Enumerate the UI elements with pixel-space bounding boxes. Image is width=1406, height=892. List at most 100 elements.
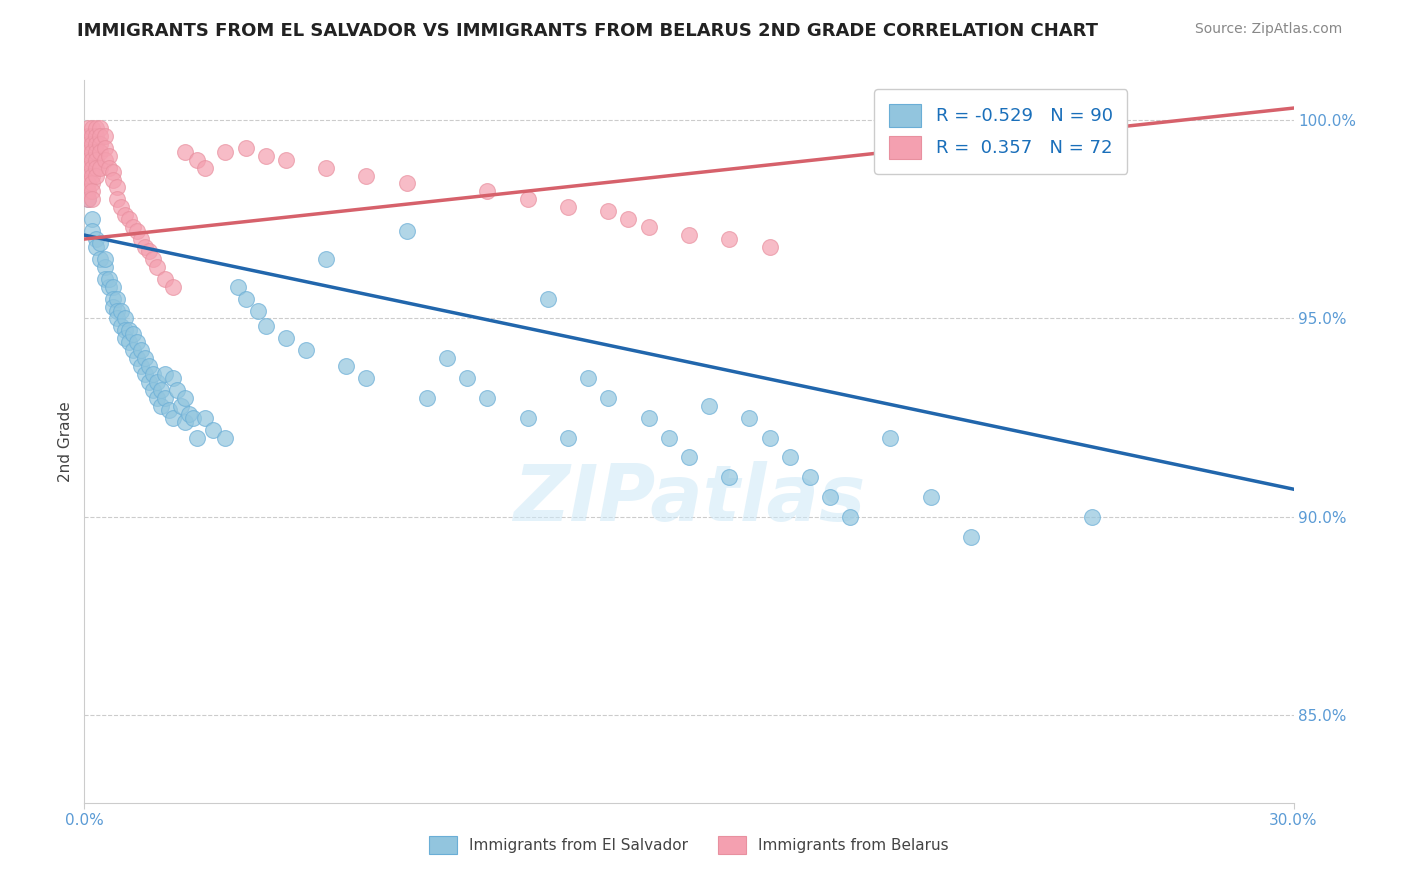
Point [617,212,640,227]
Point [82,185,104,199]
Point [77,153,100,167]
Point [356,371,378,385]
Point [960,530,983,544]
Point [598,391,620,405]
Point [110,303,132,318]
Point [395,177,418,191]
Point [129,232,152,246]
Point [153,391,176,405]
Point [557,431,579,445]
Point [146,391,169,405]
Point [162,279,184,293]
Point [93,141,115,155]
Point [89,235,111,250]
Point [101,292,124,306]
Point [105,292,128,306]
Point [235,141,257,155]
Y-axis label: 2nd Grade: 2nd Grade [58,401,73,482]
Point [295,343,318,358]
Point [395,224,418,238]
Point [174,145,197,159]
Point [118,335,141,350]
Point [678,450,700,465]
Point [718,232,741,246]
Point [818,490,841,504]
Point [202,423,225,437]
Point [149,383,172,397]
Point [82,128,104,143]
Point [121,343,143,358]
Point [436,351,458,366]
Point [174,415,197,429]
Point [516,410,538,425]
Point [110,319,132,334]
Point [125,224,148,238]
Point [105,303,128,318]
Point [77,185,100,199]
Point [416,391,439,405]
Point [86,232,108,246]
Point [226,279,249,293]
Point [97,161,120,175]
Point [129,343,152,358]
Point [758,240,780,254]
Point [134,367,156,381]
Text: IMMIGRANTS FROM EL SALVADOR VS IMMIGRANTS FROM BELARUS 2ND GRADE CORRELATION CHA: IMMIGRANTS FROM EL SALVADOR VS IMMIGRANT… [77,22,1098,40]
Point [678,228,700,243]
Point [101,172,124,186]
Point [138,359,160,373]
Point [89,136,111,151]
Point [142,383,165,397]
Point [86,136,108,151]
Point [194,161,217,175]
Point [82,120,104,135]
Point [138,375,160,389]
Point [658,431,681,445]
Point [97,279,120,293]
Point [89,128,111,143]
Point [718,470,741,484]
Point [86,145,108,159]
Point [637,220,659,235]
Point [356,169,378,183]
Point [97,149,120,163]
Point [758,431,780,445]
Point [125,351,148,366]
Point [186,431,208,445]
Point [1081,510,1104,524]
Point [82,193,104,207]
Point [77,136,100,151]
Point [149,399,172,413]
Point [186,153,208,167]
Point [97,272,120,286]
Point [214,431,236,445]
Point [557,200,579,214]
Point [105,311,128,326]
Point [274,331,297,345]
Point [77,120,100,135]
Point [315,252,337,266]
Point [77,177,100,191]
Point [254,319,277,334]
Point [181,410,204,425]
Point [456,371,478,385]
Point [77,161,100,175]
Point [86,169,108,183]
Point [89,252,111,266]
Point [142,367,165,381]
Point [779,450,801,465]
Point [194,410,217,425]
Point [598,204,620,219]
Point [537,292,560,306]
Point [101,279,124,293]
Text: Source: ZipAtlas.com: Source: ZipAtlas.com [1195,22,1343,37]
Point [214,145,236,159]
Point [105,193,128,207]
Point [77,128,100,143]
Point [121,220,143,235]
Point [101,300,124,314]
Point [93,153,115,167]
Point [162,410,184,425]
Point [246,303,269,318]
Point [142,252,165,266]
